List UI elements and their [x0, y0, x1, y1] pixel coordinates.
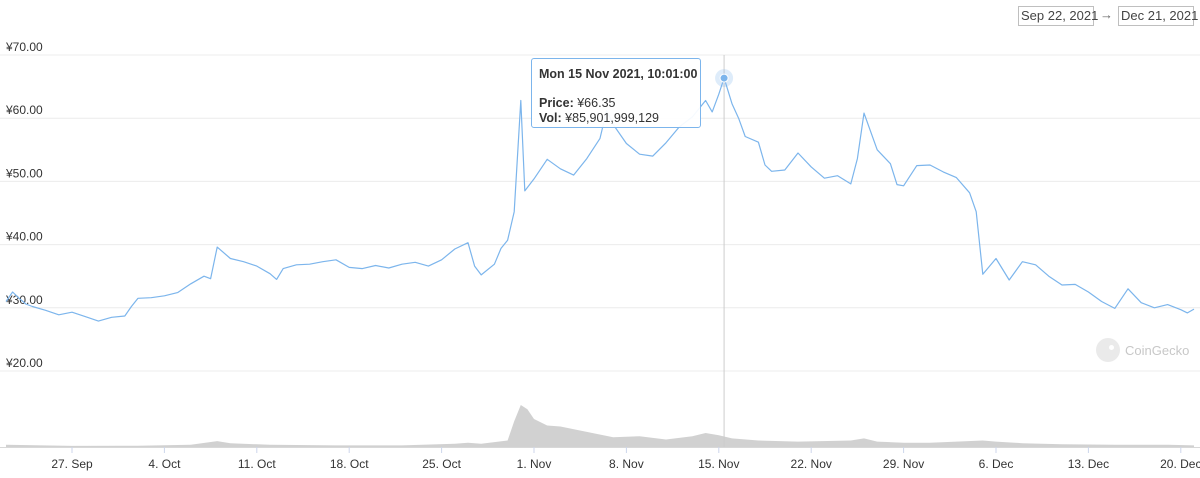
x-tick-label: 15. Nov — [698, 457, 739, 471]
y-tick-label: ¥70.00 — [5, 40, 43, 54]
x-tick-label: 22. Nov — [791, 457, 832, 471]
tooltip-price-label: Price: — [539, 96, 574, 110]
coingecko-watermark: CoinGecko — [1096, 338, 1189, 362]
y-tick-label: ¥60.00 — [5, 103, 43, 117]
x-tick-label: 13. Dec — [1068, 457, 1109, 471]
highlight-point — [719, 73, 729, 83]
x-tick-label: 6. Dec — [979, 457, 1014, 471]
tooltip-vol-value: ¥85,901,999,129 — [565, 111, 660, 125]
date-range-arrow: → — [1100, 7, 1113, 22]
x-tick-label: 8. Nov — [609, 457, 644, 471]
tooltip-vol-row: Vol: ¥85,901,999,129 — [539, 111, 693, 126]
volume-area — [6, 405, 1194, 447]
volume-bars — [0, 405, 1200, 448]
crosshair — [715, 55, 734, 447]
x-tick-label: 4. Oct — [148, 457, 181, 471]
x-tick-label: 18. Oct — [330, 457, 369, 471]
x-tick-label: 29. Nov — [883, 457, 924, 471]
price-line — [5, 77, 1195, 322]
y-tick-label: ¥20.00 — [5, 356, 43, 370]
y-tick-label: ¥40.00 — [5, 230, 43, 244]
x-tick-label: 20. Dec — [1160, 457, 1200, 471]
tooltip-price-row: Price: ¥66.35 — [539, 96, 693, 111]
x-tick-label: 1. Nov — [517, 457, 552, 471]
gecko-logo-icon — [1096, 338, 1120, 362]
price-tooltip: Mon 15 Nov 2021, 10:01:00 Price: ¥66.35 … — [531, 58, 701, 128]
x-tick-label: 11. Oct — [238, 457, 276, 471]
x-tick-label: 25. Oct — [422, 457, 461, 471]
date-range-end-input[interactable]: Dec 21, 2021 — [1118, 6, 1198, 26]
x-tick-label: 27. Sep — [51, 457, 93, 471]
y-tick-label: ¥50.00 — [5, 166, 43, 180]
y-tick-label: ¥30.00 — [5, 293, 43, 307]
y-axis-ticks: ¥70.00 ¥60.00 ¥50.00 ¥40.00 ¥30.00 ¥20.00 — [5, 40, 43, 370]
tooltip-date: Mon 15 Nov 2021, 10:01:00 — [539, 67, 698, 81]
watermark-text: CoinGecko — [1125, 342, 1190, 358]
tooltip-vol-label: Vol: — [539, 111, 562, 125]
tooltip-price-value: ¥66.35 — [577, 96, 616, 110]
date-range-start-input[interactable]: Sep 22, 2021 — [1018, 6, 1098, 26]
price-series — [5, 77, 1195, 322]
x-axis-ticks: 27. Sep 4. Oct 11. Oct 18. Oct 25. Oct 1. Nov… — [51, 447, 1200, 471]
